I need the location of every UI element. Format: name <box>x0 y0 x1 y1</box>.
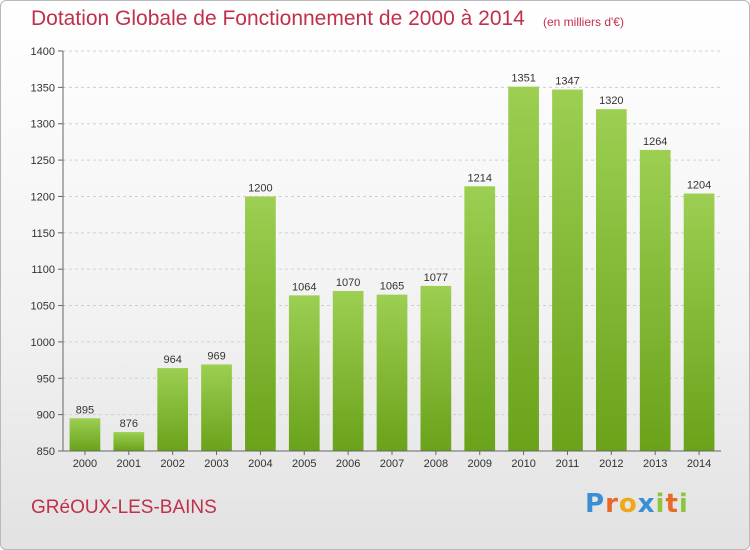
bar <box>201 364 232 451</box>
data-label: 1351 <box>511 73 535 85</box>
logo-letter: i <box>678 489 689 519</box>
x-tick-label: 2001 <box>117 458 141 470</box>
data-label: 1320 <box>599 95 623 107</box>
logo-letter: i <box>655 489 666 519</box>
x-tick-label: 2005 <box>292 458 316 470</box>
bar <box>420 285 452 451</box>
bar <box>332 291 364 451</box>
bar <box>113 432 145 451</box>
chart-title: Dotation Globale de Fonctionnement de 20… <box>31 7 525 30</box>
data-label: 969 <box>207 350 225 362</box>
bars <box>69 86 715 452</box>
x-tick-label: 2004 <box>248 458 272 470</box>
y-tick-label: 850 <box>37 446 55 458</box>
commune-name: GRéOUX-LES-BAINS <box>31 497 217 518</box>
x-tick-label: 2013 <box>643 458 667 470</box>
y-tick-label: 1350 <box>31 82 55 94</box>
x-tick-label: 2010 <box>511 458 535 470</box>
bar <box>639 149 671 451</box>
data-label: 1200 <box>248 182 272 194</box>
x-tick-label: 2003 <box>204 458 228 470</box>
bar <box>157 368 189 451</box>
data-label: 964 <box>163 354 181 366</box>
y-tick-label: 1200 <box>31 191 55 203</box>
y-tick-label: 1400 <box>31 46 55 58</box>
bar <box>288 295 320 451</box>
chart-subtitle: (en milliers d'€) <box>543 15 624 29</box>
data-label: 895 <box>76 404 94 416</box>
logo-letter: t <box>665 489 679 519</box>
data-label: 1347 <box>555 76 579 88</box>
logo-letter: o <box>618 489 638 519</box>
x-tick-label: 2002 <box>160 458 184 470</box>
data-label: 1214 <box>467 172 491 184</box>
x-tick-label: 2006 <box>336 458 360 470</box>
labels: 850 900 950 1000 1050 1100 1150 1200 1250 1300 135… <box>31 46 712 470</box>
y-tick-label: 1000 <box>31 337 55 349</box>
x-tick-label: 2011 <box>556 458 580 470</box>
data-label: 1064 <box>292 281 316 293</box>
y-tick-label: 1300 <box>31 119 55 131</box>
x-tick-label: 2008 <box>424 458 448 470</box>
bar <box>552 89 583 451</box>
logo-letter: r <box>605 489 619 519</box>
logo-letter: x <box>637 489 656 519</box>
bar <box>69 418 101 451</box>
y-tick-label: 1100 <box>31 264 55 276</box>
x-tick-label: 2007 <box>380 458 404 470</box>
bar <box>376 294 408 451</box>
y-tick-label: 950 <box>37 373 55 385</box>
y-tick-label: 1250 <box>31 155 55 167</box>
bar <box>683 193 715 451</box>
x-tick-label: 2000 <box>73 458 97 470</box>
y-tick-label: 1150 <box>31 228 55 240</box>
y-tick-label: 1050 <box>31 301 55 313</box>
bar <box>464 186 496 452</box>
data-label: 876 <box>120 418 138 430</box>
axes <box>58 50 721 455</box>
data-label: 1065 <box>380 281 404 293</box>
x-tick-label: 2009 <box>467 458 491 470</box>
data-label: 1077 <box>424 272 448 284</box>
data-label: 1070 <box>336 277 360 289</box>
bar <box>245 196 276 451</box>
data-label: 1264 <box>643 136 667 148</box>
bar <box>595 109 627 451</box>
logo-letter: P <box>585 489 606 519</box>
y-tick-label: 900 <box>37 410 55 422</box>
x-tick-label: 2012 <box>599 458 623 470</box>
data-label: 1204 <box>687 180 711 192</box>
bar <box>508 86 539 452</box>
proxiti-logo: Proxiti <box>585 489 689 519</box>
x-tick-label: 2014 <box>687 458 711 470</box>
